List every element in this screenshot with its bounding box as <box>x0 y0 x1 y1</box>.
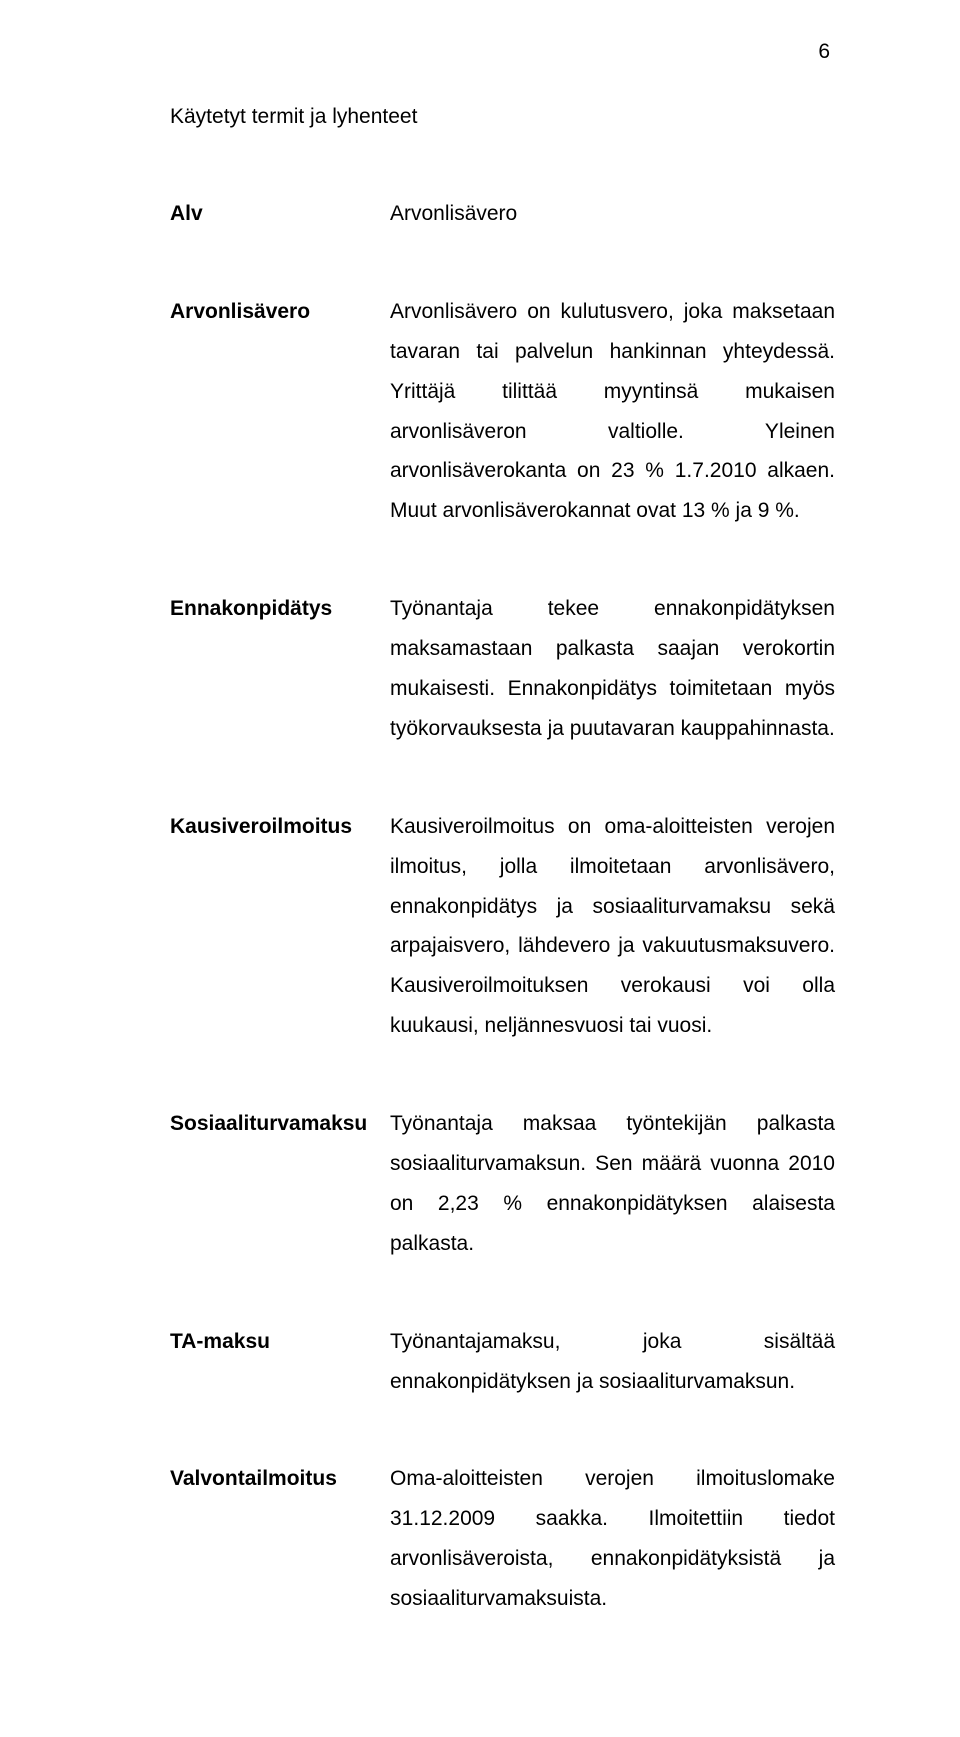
definition-row: Valvontailmoitus Oma-aloitteisten veroje… <box>170 1459 835 1619</box>
term-label: Ennakonpidätys <box>170 589 390 629</box>
definition-row: Sosiaaliturvamaksu Työnantaja maksaa työ… <box>170 1104 835 1264</box>
page-heading: Käytetyt termit ja lyhenteet <box>170 105 835 129</box>
term-description: Työnantaja tekee ennakonpidätyksen maksa… <box>390 589 835 749</box>
term-label: TA-maksu <box>170 1322 390 1362</box>
definition-row: TA-maksu Työnantajamaksu, joka sisältää … <box>170 1322 835 1402</box>
term-description: Arvonlisävero <box>390 194 835 234</box>
page-number: 6 <box>818 40 830 64</box>
term-description: Arvonlisävero on kulutusvero, joka makse… <box>390 292 835 531</box>
definition-row: Kausiveroilmoitus Kausiveroilmoitus on o… <box>170 807 835 1046</box>
term-description: Työnantaja maksaa työntekijän palkasta s… <box>390 1104 835 1264</box>
definition-row: Arvonlisävero Arvonlisävero on kulutusve… <box>170 292 835 531</box>
term-label: Sosiaaliturvamaksu <box>170 1104 390 1144</box>
term-description: Työnantajamaksu, joka sisältää ennakonpi… <box>390 1322 835 1402</box>
definition-row: Ennakonpidätys Työnantaja tekee ennakonp… <box>170 589 835 749</box>
term-label: Alv <box>170 194 390 234</box>
term-label: Valvontailmoitus <box>170 1459 390 1499</box>
term-label: Kausiveroilmoitus <box>170 807 390 847</box>
document-page: 6 Käytetyt termit ja lyhenteet Alv Arvon… <box>0 0 960 1737</box>
definition-row: Alv Arvonlisävero <box>170 194 835 234</box>
term-description: Oma-aloitteisten verojen ilmoituslomake … <box>390 1459 835 1619</box>
term-description: Kausiveroilmoitus on oma-aloitteisten ve… <box>390 807 835 1046</box>
term-label: Arvonlisävero <box>170 292 390 332</box>
